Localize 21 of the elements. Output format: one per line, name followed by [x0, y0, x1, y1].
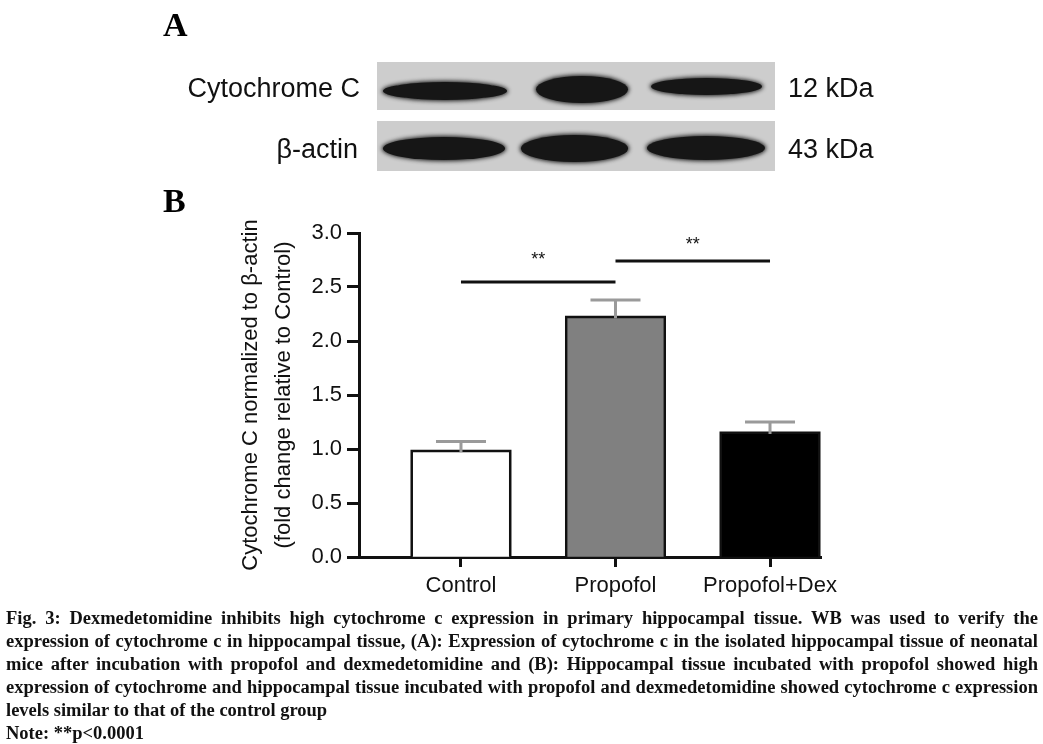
annotation: **: [531, 248, 546, 269]
text: 12 kDa: [788, 73, 874, 103]
annotation: **: [685, 233, 700, 254]
text: Cytochrome C: [187, 73, 360, 103]
y-tick-label: 1.0: [311, 435, 342, 461]
text: Note: **p<0.0001: [6, 722, 145, 744]
caption: Fig. 3: Dexmedetomidine inhibits high cytochrome c expression in primary hippocampal tissue. WB was used to verify the expression of cytochrome c in hippocampal tissue, (A): Expression of cytochrome c in the isolated hippocampal tissue of neonatal mice after incubation with propofol and dexmedetomidine and (B): Hippocampal tissue incubated with propofol showed high expression of cytochrome and hippocampal tissue incubated with propofol and dexmedetomidine showed cytochrome c expression levels similar to that of the control group: [6, 607, 1038, 722]
x-tick-label: Propofol: [574, 572, 657, 598]
text: A: [163, 6, 188, 43]
y-tick-label: 2.5: [311, 273, 342, 299]
y-tick-label: 2.0: [311, 327, 342, 353]
text: B: [163, 182, 186, 219]
y-tick-label: 0.0: [311, 543, 342, 569]
x-tick-label: Control: [425, 572, 497, 598]
y-tick-label: 1.5: [311, 381, 342, 407]
y-axis-title: Cytochrome C normalized to β-actin (fold change relative to Control): [236, 219, 295, 571]
y-tick-label: 3.0: [311, 219, 342, 245]
text: β-actin: [276, 134, 358, 164]
y-tick-label: 0.5: [311, 489, 342, 515]
text: 43 kDa: [788, 134, 874, 164]
x-tick-label: Propofol+Dex: [703, 572, 837, 598]
